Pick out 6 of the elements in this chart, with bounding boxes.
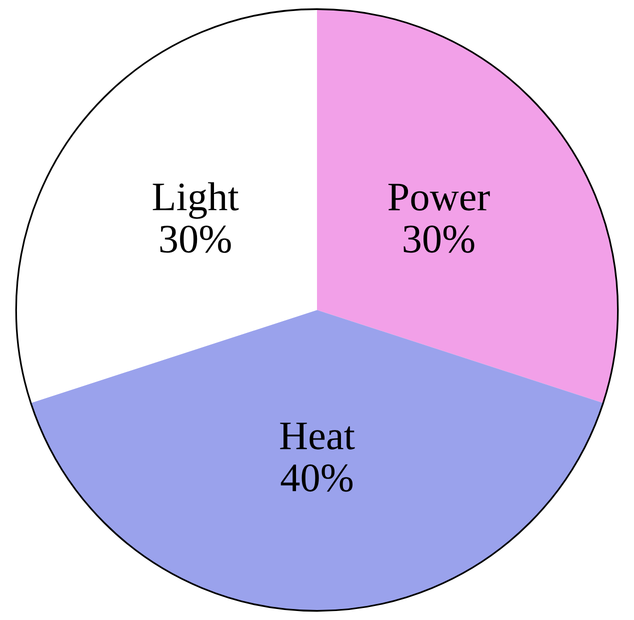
- data-label: 40%: [280, 464, 353, 492]
- slice-label: Power: [388, 184, 490, 211]
- data-label: 30%: [160, 226, 231, 253]
- slice-label: Light: [152, 182, 239, 219]
- slice-label: Heat: [280, 422, 355, 450]
- data-label: 30%: [404, 226, 474, 253]
